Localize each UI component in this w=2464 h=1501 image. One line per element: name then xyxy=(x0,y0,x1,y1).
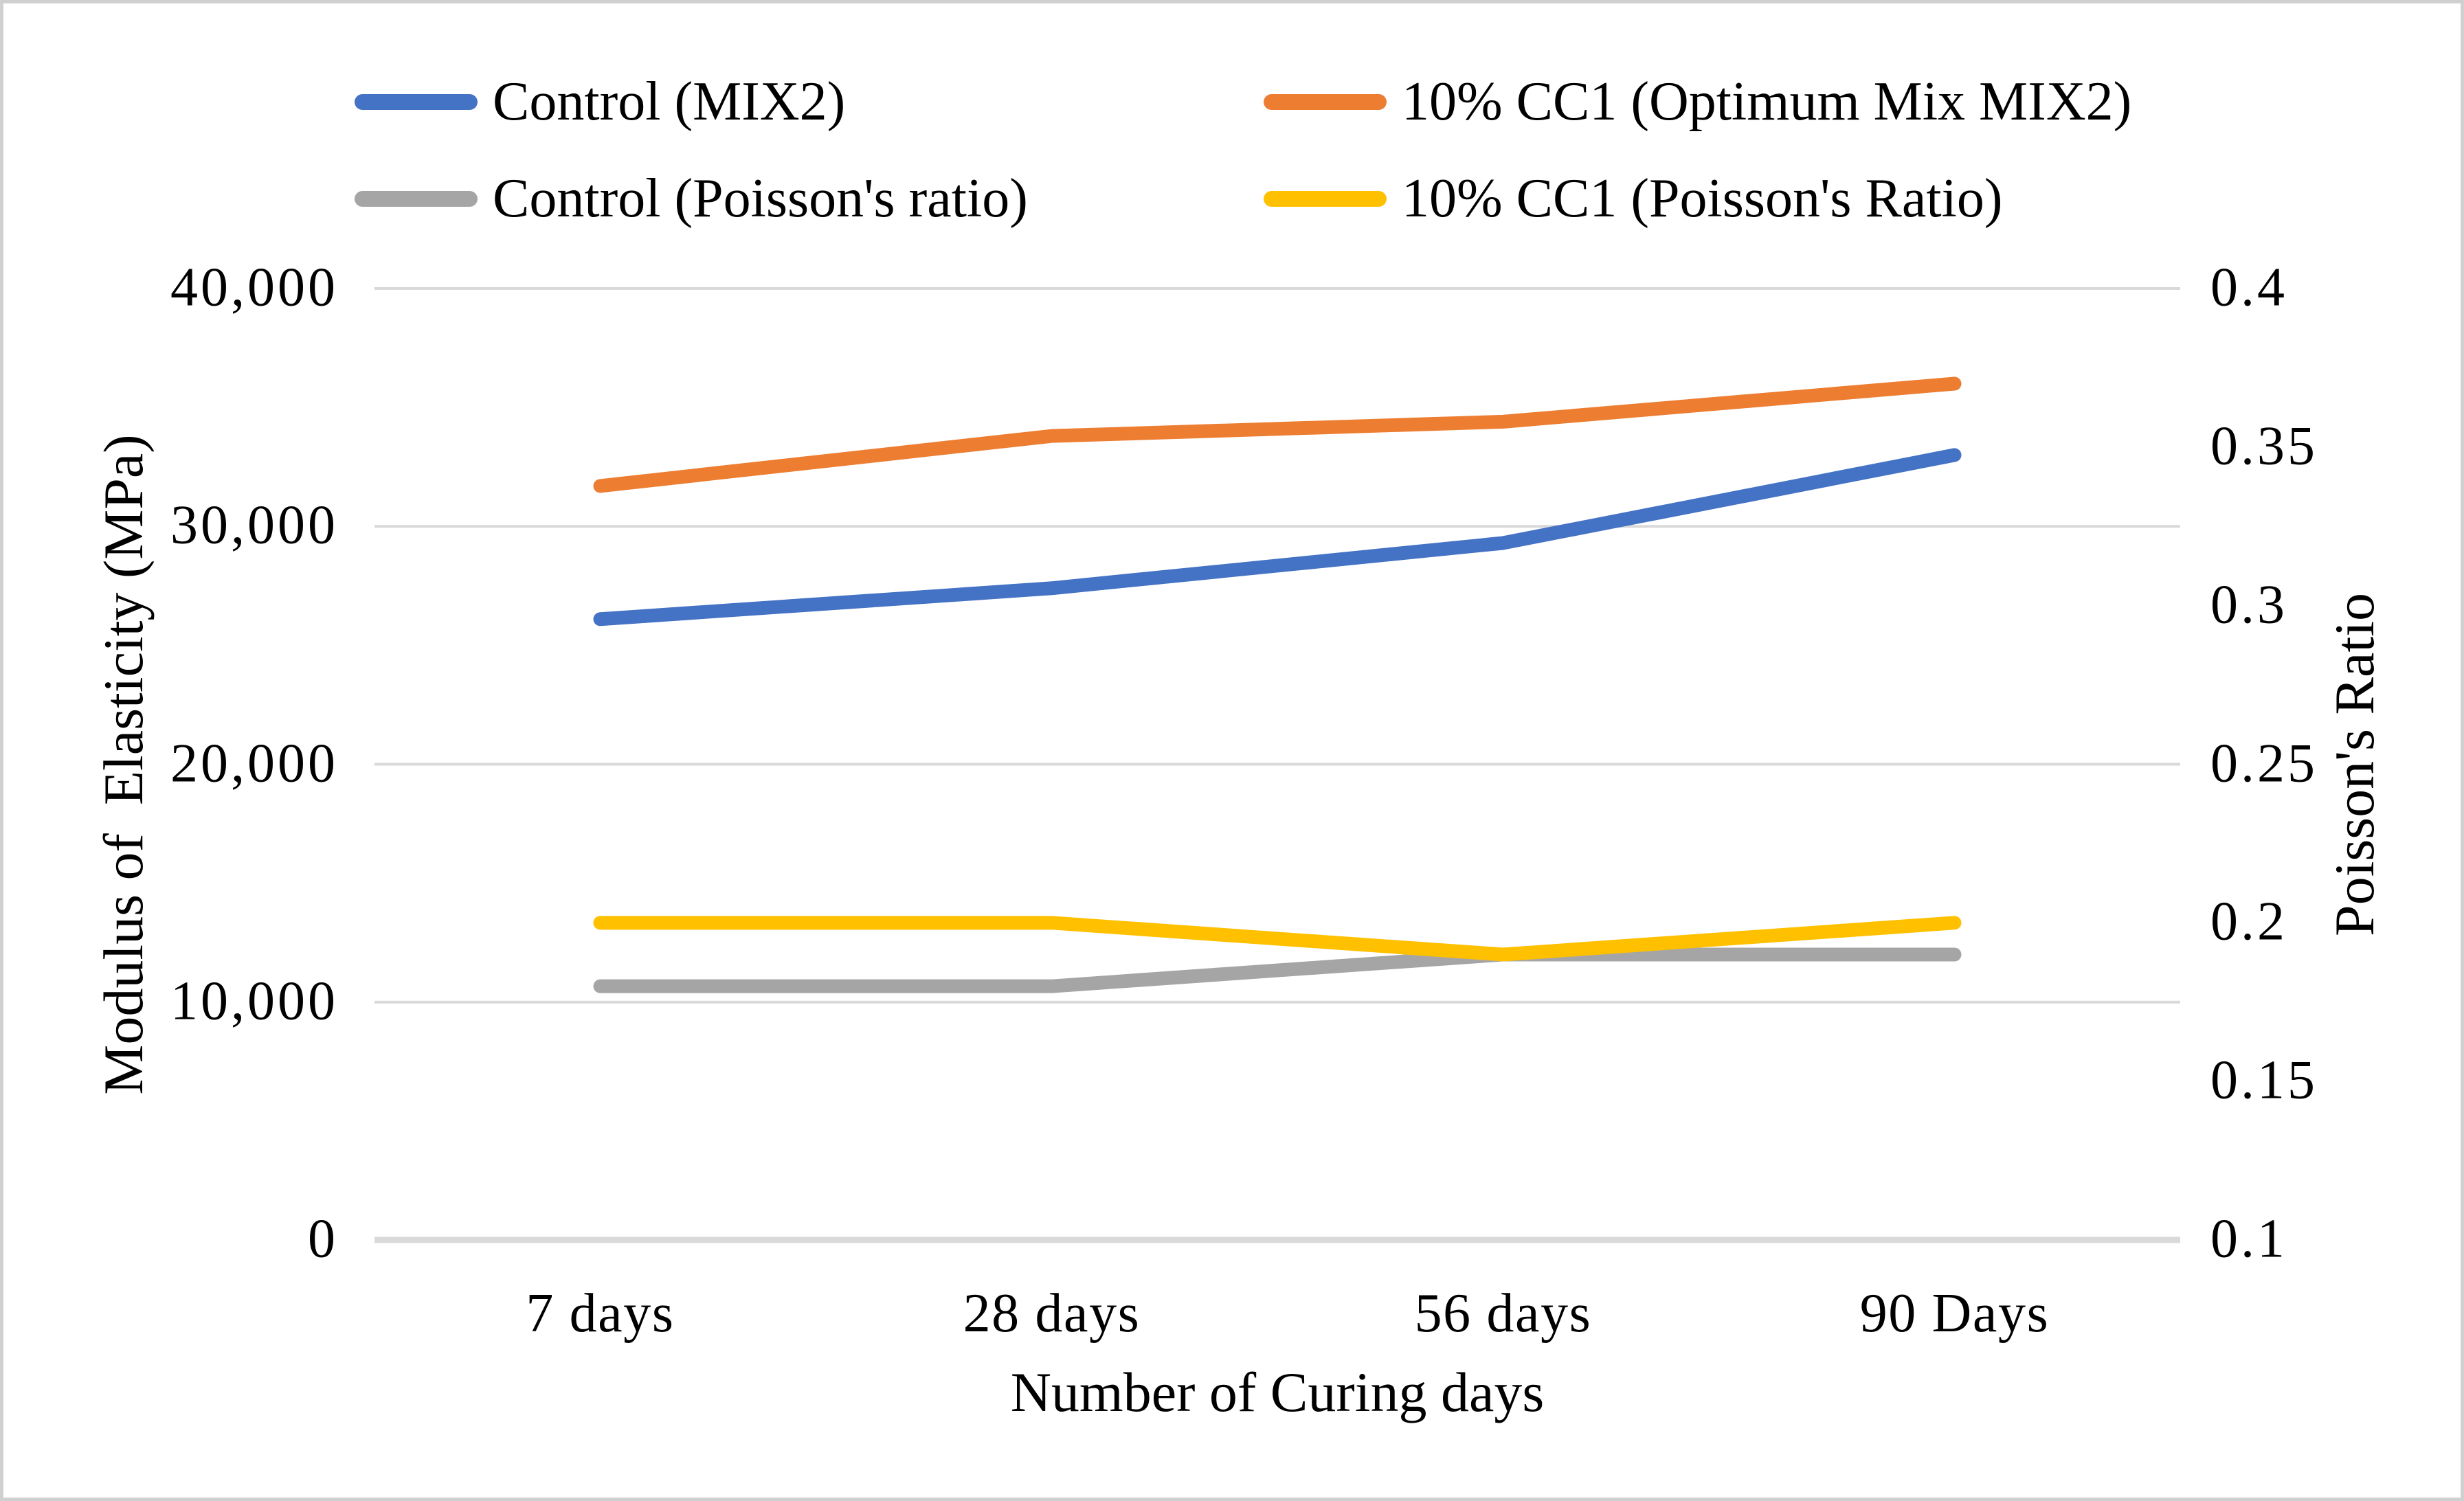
y-axis-right-tick-label: 0.2 xyxy=(2210,891,2287,952)
series-line-1 xyxy=(593,376,1962,493)
y-axis-right-tick-label: 0.1 xyxy=(2210,1208,2287,1269)
y-axis-left-tick-label: 0 xyxy=(308,1208,338,1269)
x-axis-tick-label: 56 days xyxy=(1414,1283,1592,1344)
legend-label: 10% CC1 (Optimum Mix MIX2) xyxy=(1402,71,2132,132)
y-axis-left-tick-label: 10,000 xyxy=(170,971,338,1032)
legend-item-1: 10% CC1 (Optimum Mix MIX2) xyxy=(1264,74,2131,129)
series-line-2 xyxy=(593,947,1962,993)
x-axis-tick-label: 90 Days xyxy=(1859,1283,2050,1344)
y-axis-right-tick-label: 0.25 xyxy=(2210,732,2318,793)
plot-area xyxy=(374,287,2180,1243)
x-axis-title: Number of Curing days xyxy=(1010,1361,1545,1423)
y-axis-left-tick-label: 20,000 xyxy=(170,732,338,793)
legend-label: Control (Poisson's ratio) xyxy=(493,168,1028,229)
legend-item-3: 10% CC1 (Poisson's Ratio) xyxy=(1264,171,2003,226)
legend-line-swatch xyxy=(355,93,478,110)
y-axis-right-tick-label: 0.15 xyxy=(2210,1050,2318,1111)
y-axis-title-right: Poisson's Ratio xyxy=(2323,592,2386,936)
y-axis-left-tick-label: 40,000 xyxy=(170,257,338,318)
y-axis-title-left: Modulus of Elasticity (MPa) xyxy=(92,433,155,1095)
legend-item-2: Control (Poisson's ratio) xyxy=(355,171,1028,226)
legend-label: Control (MIX2) xyxy=(493,71,846,132)
series-line-3 xyxy=(593,916,1962,962)
y-axis-left-tick-label: 30,000 xyxy=(170,495,338,556)
legend-line-swatch xyxy=(355,190,478,207)
x-axis-tick-label: 28 days xyxy=(963,1283,1141,1344)
legend-label: 10% CC1 (Poisson's Ratio) xyxy=(1402,168,2003,229)
legend-line-swatch xyxy=(1264,93,1387,110)
series-line-0 xyxy=(593,448,1962,627)
y-axis-right-tick-label: 0.35 xyxy=(2210,416,2318,477)
y-axis-right-tick-label: 0.4 xyxy=(2210,257,2287,318)
y-axis-right-tick-label: 0.3 xyxy=(2210,574,2287,635)
legend-line-swatch xyxy=(1264,190,1387,207)
legend-item-0: Control (MIX2) xyxy=(355,74,845,129)
x-axis-tick-label: 7 days xyxy=(526,1283,675,1344)
